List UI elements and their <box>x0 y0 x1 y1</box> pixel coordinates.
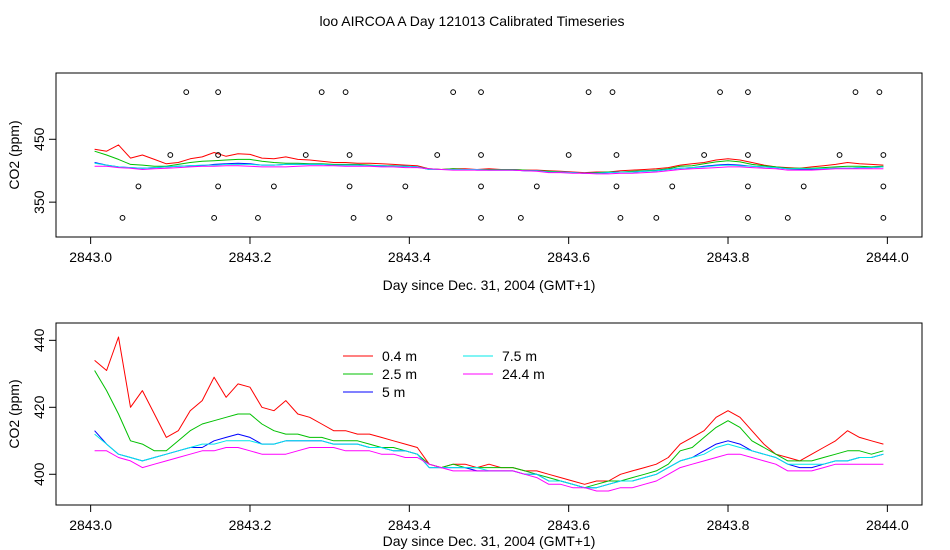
data-point <box>745 152 751 158</box>
bottom-x-axis-label: Day since Dec. 31, 2004 (GMT+1) <box>383 533 596 549</box>
y-tick-label: 400 <box>31 462 47 486</box>
legend-label: 7.5 m <box>502 348 537 364</box>
top-panel: 2843.0 2843.2 2843.4 2843.6 2843.8 2844.0 350… <box>6 72 923 293</box>
data-point <box>745 183 751 190</box>
data-point <box>119 214 126 221</box>
data-point <box>613 183 620 190</box>
legend-label: 5 m <box>382 384 405 400</box>
x-tick-label: 2844.0 <box>866 249 909 265</box>
top-x-axis-label: Day since Dec. 31, 2004 (GMT+1) <box>383 277 596 293</box>
data-point <box>880 183 887 190</box>
x-tick-label: 2843.0 <box>69 517 112 533</box>
data-point <box>653 214 660 221</box>
top-plot-frame <box>55 72 923 238</box>
data-point <box>215 89 222 96</box>
top-x-axis: 2843.0 2843.2 2843.4 2843.6 2843.8 2844.0 <box>69 237 909 265</box>
x-tick-label: 2844.0 <box>866 517 909 533</box>
data-point <box>836 152 843 158</box>
series-line-0_4-m <box>94 336 884 485</box>
legend-label: 24.4 m <box>502 366 545 382</box>
data-point <box>346 183 353 190</box>
data-point <box>517 214 524 221</box>
data-point <box>880 214 887 221</box>
series-line-2_5-m <box>94 370 884 489</box>
x-tick-label: 2843.8 <box>707 517 750 533</box>
x-tick-label: 2843.6 <box>547 517 590 533</box>
series-line-24_4-m <box>94 165 884 175</box>
figure-title: loo AIRCOA A Day 121013 Calibrated Times… <box>319 13 624 29</box>
data-point <box>167 152 174 158</box>
data-point <box>701 152 708 158</box>
bottom-y-axis-label: CO2 (ppm) <box>6 379 22 448</box>
data-point <box>478 214 484 221</box>
top-y-axis-label: CO2 (ppm) <box>6 120 22 189</box>
y-tick-label: 420 <box>31 395 47 419</box>
data-point <box>270 183 277 190</box>
data-point <box>342 89 349 96</box>
top-y-axis: 350 450 <box>31 127 56 214</box>
data-point <box>478 183 484 190</box>
data-point <box>617 214 624 221</box>
data-point <box>609 89 616 96</box>
data-point <box>613 152 620 158</box>
data-point <box>183 89 190 96</box>
data-point <box>434 152 441 158</box>
data-point <box>876 89 883 96</box>
series-line-5-m <box>94 430 884 489</box>
bottom-panel: 2843.0 2843.2 2843.4 2843.6 2843.8 2844.0 400… <box>6 322 923 549</box>
data-point <box>800 183 807 190</box>
x-tick-label: 2843.0 <box>69 249 112 265</box>
x-tick-label: 2843.4 <box>388 249 431 265</box>
data-point <box>350 214 357 221</box>
series-line-0_4-m <box>94 144 884 174</box>
data-point <box>402 183 409 190</box>
data-point <box>565 152 572 158</box>
data-point <box>745 89 751 96</box>
data-point <box>135 183 142 190</box>
legend: 0.4 m 2.5 m 5 m 7.5 m 24.4 m <box>343 348 545 400</box>
data-point <box>585 89 592 96</box>
data-point <box>880 152 887 158</box>
data-point <box>255 214 261 221</box>
data-point <box>478 152 484 158</box>
bottom-y-axis: 400 420 440 <box>31 328 56 486</box>
data-point <box>302 152 309 158</box>
data-point <box>215 183 222 190</box>
series-line-2_5-m <box>94 150 884 174</box>
legend-label: 2.5 m <box>382 366 417 382</box>
data-point <box>533 183 540 190</box>
data-point <box>745 214 751 221</box>
data-point <box>211 214 218 221</box>
bottom-x-axis: 2843.0 2843.2 2843.4 2843.6 2843.8 2844.0 <box>69 505 909 533</box>
y-tick-label: 350 <box>31 190 47 214</box>
y-tick-label: 450 <box>31 127 47 151</box>
x-tick-label: 2843.8 <box>707 249 750 265</box>
data-point <box>450 89 457 96</box>
data-point <box>386 214 393 221</box>
data-point <box>318 89 325 96</box>
x-tick-label: 2843.6 <box>547 249 590 265</box>
legend-label: 0.4 m <box>382 348 417 364</box>
x-tick-label: 2843.2 <box>229 249 272 265</box>
x-tick-label: 2843.4 <box>388 517 431 533</box>
y-tick-label: 440 <box>31 328 47 352</box>
series-line-24_4-m <box>94 447 884 492</box>
data-point <box>852 89 859 96</box>
data-point <box>478 89 484 96</box>
bottom-plot-marks <box>94 336 884 492</box>
top-plot-marks <box>94 89 887 221</box>
data-point <box>215 152 222 158</box>
x-tick-label: 2843.2 <box>229 517 272 533</box>
data-point <box>784 214 791 221</box>
data-point <box>346 152 353 158</box>
data-point <box>717 89 723 96</box>
data-point <box>669 183 676 190</box>
bottom-plot-frame <box>55 322 923 506</box>
